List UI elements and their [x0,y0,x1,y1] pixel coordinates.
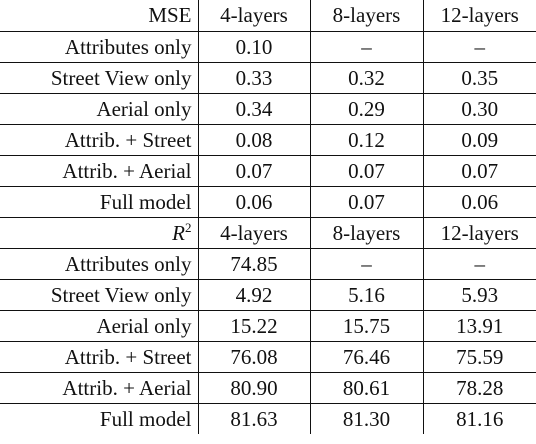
metric-name: R [172,220,185,245]
value-cell: 15.75 [310,310,424,342]
table-row: Aerial only 15.22 15.75 13.91 [0,310,536,342]
value-cell: 15.22 [198,310,311,342]
value-cell: 0.07 [198,155,311,187]
value-cell: 0.06 [423,186,536,218]
column-header: 12-layers [423,0,536,32]
table-row: Attrib. + Street 0.08 0.12 0.09 [0,124,536,156]
metric-label: MSE [0,0,199,32]
column-header: 4-layers [198,217,311,249]
row-label: Street View only [0,279,199,311]
column-header: 4-layers [198,0,311,32]
value-cell: – [310,248,424,280]
value-cell: 80.90 [198,372,311,404]
value-cell: 0.06 [198,186,311,218]
table-body: MSE 4-layers 8-layers 12-layers Attributes o… [0,0,536,434]
results-table: MSE 4-layers 8-layers 12-layers Attributes o… [0,0,536,434]
value-cell: 4.92 [198,279,311,311]
value-cell: 0.33 [198,62,311,94]
column-header: 8-layers [310,217,424,249]
value-cell: 0.07 [423,155,536,187]
value-cell: 81.16 [456,406,504,431]
row-label: Attrib. + Aerial [0,155,199,187]
table-row: Street View only 0.33 0.32 0.35 [0,62,536,94]
table-row: Attrib. + Street 76.08 76.46 75.59 [0,341,536,373]
value-cell: 0.07 [310,186,424,218]
metric-label: R2 [0,217,199,249]
column-header: 12-layers [423,217,536,249]
table-row: Street View only 4.92 5.16 5.93 [0,279,536,311]
column-header: 8-layers [310,0,424,32]
value-cell: 76.08 [198,341,311,373]
value-cell: 0.35 [423,62,536,94]
value-cell: 0.32 [310,62,424,94]
row-label: Attrib. + Street [0,124,199,156]
value-cell: – [423,248,536,280]
table-row: Attributes only 74.85– – [0,248,536,280]
metric-superscript: 2 [185,219,192,235]
row-label: Street View only [0,62,199,94]
row-label: Aerial only [0,310,199,342]
value-cell: 75.59 [423,341,536,373]
value-cell: 0.30 [423,93,536,125]
value-cell: 74.85 [198,248,311,280]
row-label: Full model [0,186,199,218]
row-label: Attributes only [0,31,199,63]
value-cell: – [423,31,536,63]
header-row: MSE 4-layers 8-layers 12-layers [0,0,536,32]
header-row: R2 4-layers 8-layers 12-layers [0,217,536,249]
row-label: Aerial only [0,93,199,125]
value-cell: 81.30 [310,403,424,434]
table-row: Attributes only 0.10– – [0,31,536,63]
value-cell: 0.12 [310,124,424,156]
table-row: Full model 0.06 0.07 0.06 [0,186,536,218]
value-cell: – [310,31,424,63]
row-label: Full model [0,403,199,434]
value-cell: 13.91 [423,310,536,342]
value-cell: 81.63 [198,403,311,434]
value-cell: 0.10 [198,31,311,63]
value-cell: 76.46 [310,341,424,373]
value-cell: 0.34 [198,93,311,125]
value-cell: 0.08 [198,124,311,156]
value-cell: 0.29 [310,93,424,125]
value-cell: 78.28 [423,372,536,404]
row-label: Attrib. + Street [0,341,199,373]
metric-name: MSE [148,3,192,28]
row-label: Attributes only [0,248,199,280]
value-cell: 5.93 [423,279,536,311]
row-label: Attrib. + Aerial [0,372,199,404]
table-row: Full model 81.63 81.30 81.16 [0,403,536,434]
value-cell: 5.16 [310,279,424,311]
value-cell: 0.07 [310,155,424,187]
table-row: Attrib. + Aerial 0.07 0.07 0.07 [0,155,536,187]
table-row: Attrib. + Aerial 80.90 80.61 78.28 [0,372,536,404]
value-cell: 80.61 [310,372,424,404]
table-row: Aerial only 0.34 0.29 0.30 [0,93,536,125]
value-cell: 0.09 [423,124,536,156]
